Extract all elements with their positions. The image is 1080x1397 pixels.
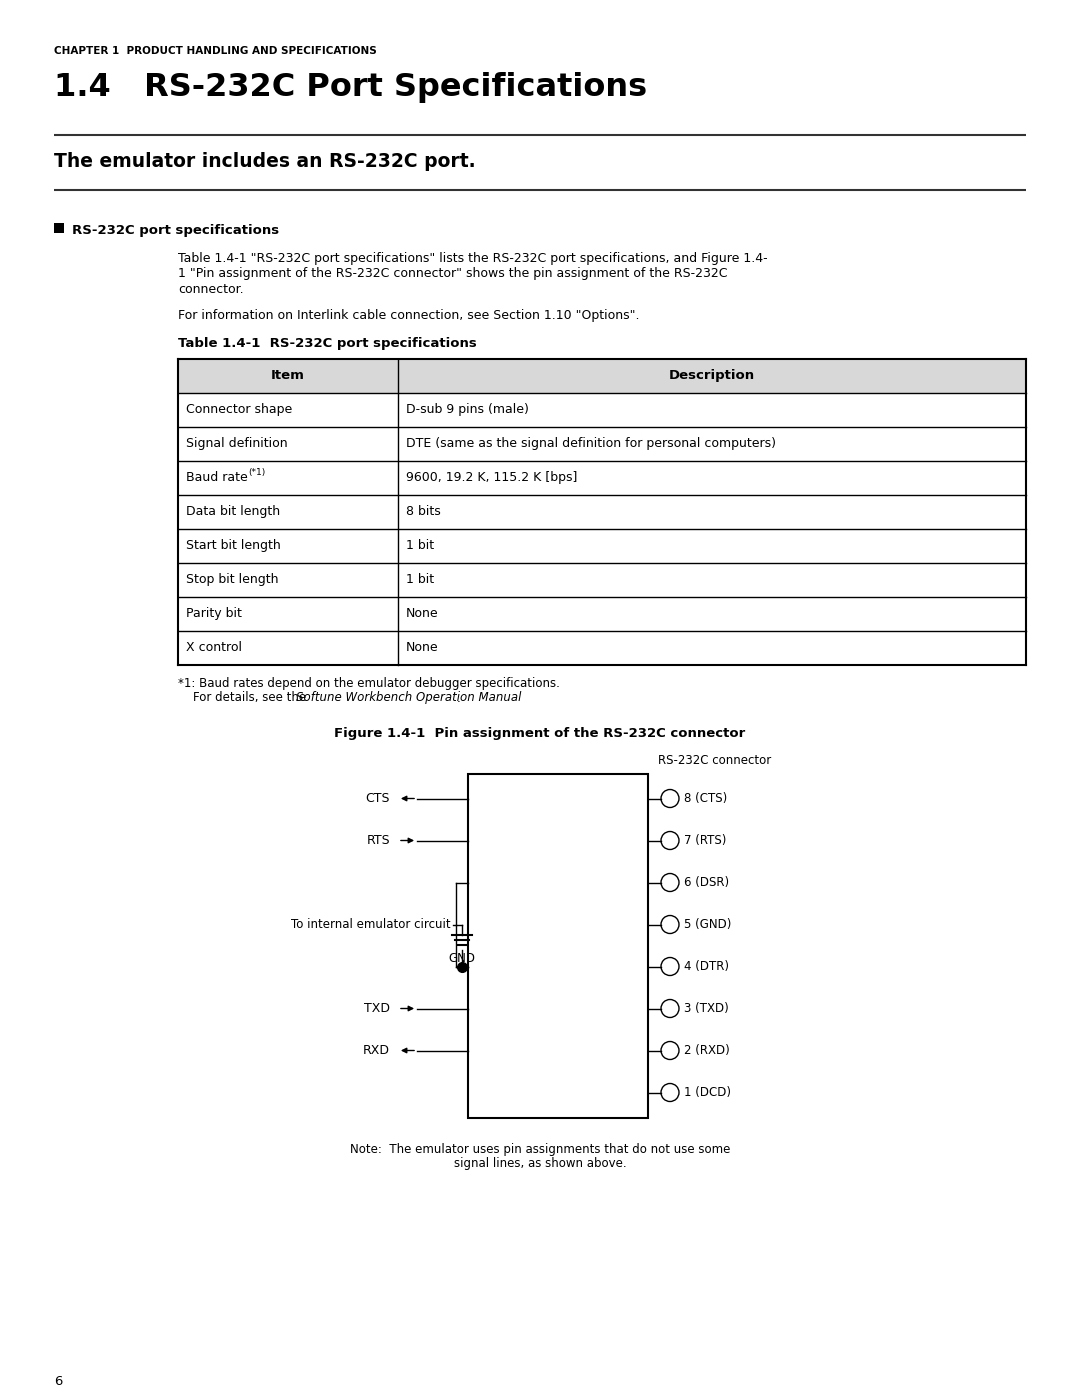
Text: 2 (RXD): 2 (RXD) — [684, 1044, 730, 1058]
Text: Baud rate: Baud rate — [186, 471, 247, 483]
Text: 6: 6 — [54, 1375, 63, 1389]
Text: Figure 1.4-1  Pin assignment of the RS-232C connector: Figure 1.4-1 Pin assignment of the RS-23… — [335, 728, 745, 740]
Text: (*1): (*1) — [248, 468, 266, 476]
Text: D-sub 9 pins (male): D-sub 9 pins (male) — [406, 402, 529, 416]
Text: CHAPTER 1  PRODUCT HANDLING AND SPECIFICATIONS: CHAPTER 1 PRODUCT HANDLING AND SPECIFICA… — [54, 46, 377, 56]
Text: TXD: TXD — [364, 1002, 390, 1016]
Text: GND: GND — [448, 953, 475, 965]
Circle shape — [661, 999, 679, 1017]
Text: 3 (TXD): 3 (TXD) — [684, 1002, 729, 1016]
Text: None: None — [406, 641, 438, 654]
Circle shape — [661, 915, 679, 933]
Text: Stop bit length: Stop bit length — [186, 573, 279, 585]
Text: 9600, 19.2 K, 115.2 K [bps]: 9600, 19.2 K, 115.2 K [bps] — [406, 471, 578, 483]
Text: Connector shape: Connector shape — [186, 402, 293, 416]
Circle shape — [661, 957, 679, 975]
Text: DTE (same as the signal definition for personal computers): DTE (same as the signal definition for p… — [406, 437, 777, 450]
Circle shape — [661, 873, 679, 891]
Text: The emulator includes an RS-232C port.: The emulator includes an RS-232C port. — [54, 152, 475, 170]
Text: RXD: RXD — [363, 1044, 390, 1058]
Text: Signal definition: Signal definition — [186, 437, 287, 450]
Bar — [468, 774, 648, 1118]
Text: X control: X control — [186, 641, 242, 654]
Text: Table 1.4-1  RS-232C port specifications: Table 1.4-1 RS-232C port specifications — [178, 337, 476, 349]
Text: For details, see the: For details, see the — [178, 692, 310, 704]
Text: RS-232C port specifications: RS-232C port specifications — [72, 224, 279, 237]
Text: To internal emulator circuit: To internal emulator circuit — [292, 918, 451, 930]
Circle shape — [661, 1042, 679, 1059]
Text: Table 1.4-1 "RS-232C port specifications" lists the RS-232C port specifications,: Table 1.4-1 "RS-232C port specifications… — [178, 251, 768, 265]
Circle shape — [661, 1084, 679, 1101]
Text: RTS: RTS — [366, 834, 390, 847]
Text: connector.: connector. — [178, 284, 244, 296]
Text: 1.4   RS-232C Port Specifications: 1.4 RS-232C Port Specifications — [54, 73, 647, 103]
Text: 4 (DTR): 4 (DTR) — [684, 960, 729, 972]
Text: 5 (GND): 5 (GND) — [684, 918, 731, 930]
Text: CTS: CTS — [365, 792, 390, 805]
Text: Data bit length: Data bit length — [186, 504, 280, 518]
Text: 6 (DSR): 6 (DSR) — [684, 876, 729, 888]
Text: 8 bits: 8 bits — [406, 504, 441, 518]
Text: Start bit length: Start bit length — [186, 539, 281, 552]
Text: 1 "Pin assignment of the RS-232C connector" shows the pin assignment of the RS-2: 1 "Pin assignment of the RS-232C connect… — [178, 267, 728, 281]
Text: *1: Baud rates depend on the emulator debugger specifications.: *1: Baud rates depend on the emulator de… — [178, 676, 559, 690]
Text: 1 (DCD): 1 (DCD) — [684, 1085, 731, 1099]
Text: Parity bit: Parity bit — [186, 608, 242, 620]
Text: .: . — [457, 692, 460, 704]
Text: Softune Workbench Operation Manual: Softune Workbench Operation Manual — [296, 692, 522, 704]
Circle shape — [661, 789, 679, 807]
Text: 1 bit: 1 bit — [406, 539, 434, 552]
Text: Item: Item — [271, 369, 305, 381]
Text: signal lines, as shown above.: signal lines, as shown above. — [454, 1158, 626, 1171]
Text: RS-232C connector: RS-232C connector — [658, 754, 771, 767]
Text: For information on Interlink cable connection, see Section 1.10 "Options".: For information on Interlink cable conne… — [178, 309, 639, 321]
Text: Description: Description — [669, 369, 755, 381]
Text: None: None — [406, 608, 438, 620]
Text: 1 bit: 1 bit — [406, 573, 434, 585]
Text: 7 (RTS): 7 (RTS) — [684, 834, 727, 847]
Bar — [178, 359, 1026, 393]
Text: Note:  The emulator uses pin assignments that do not use some: Note: The emulator uses pin assignments … — [350, 1143, 730, 1155]
Bar — [54, 224, 64, 233]
Circle shape — [661, 831, 679, 849]
Text: 8 (CTS): 8 (CTS) — [684, 792, 727, 805]
